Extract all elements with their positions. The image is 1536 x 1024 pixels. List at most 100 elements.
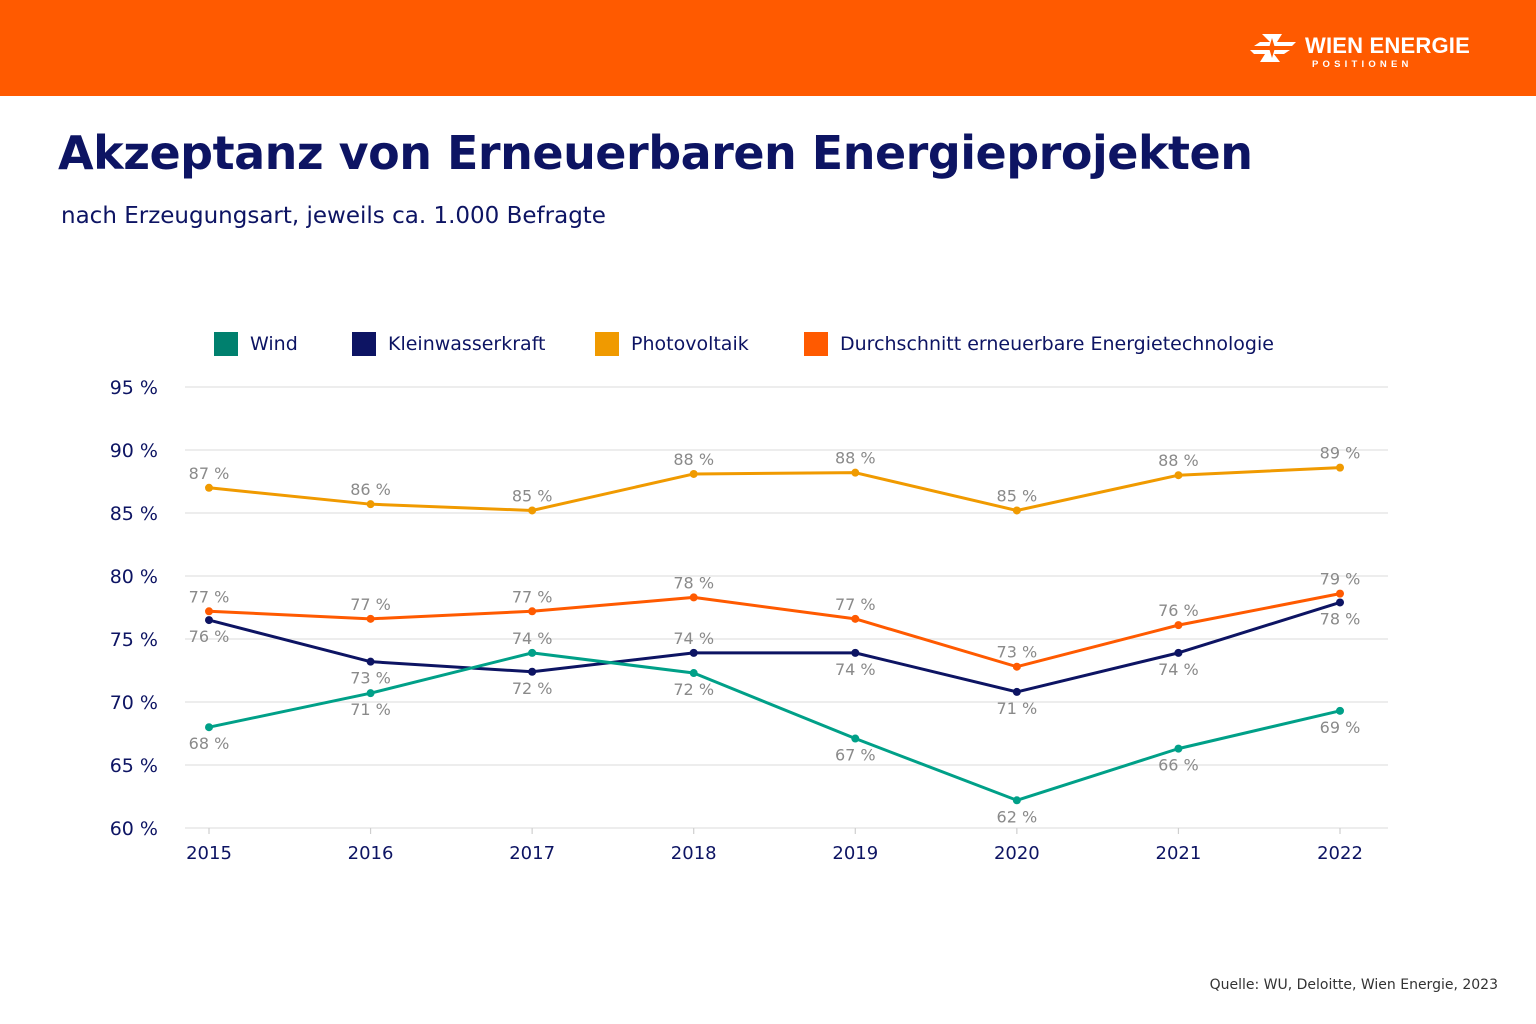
legend-swatch-wind	[214, 332, 238, 356]
data-point-kleinwasserkraft	[366, 657, 375, 666]
data-label-durchschnitt: 77 %	[350, 595, 391, 614]
data-label-wind: 71 %	[350, 700, 391, 719]
data-label-durchschnitt: 79 %	[1320, 570, 1361, 589]
x-tick-label: 2015	[186, 843, 232, 864]
page-title: Akzeptanz von Erneuerbaren Energieprojek…	[58, 126, 1253, 180]
data-label-wind: 67 %	[835, 746, 876, 765]
wien-energie-logo-icon	[1250, 34, 1296, 62]
x-tick-label: 2019	[832, 843, 878, 864]
data-point-kleinwasserkraft	[528, 667, 537, 676]
data-point-photovoltaik	[1012, 506, 1021, 515]
series-line-kleinwasserkraft	[208, 601, 1341, 694]
data-point-photovoltaik	[1174, 471, 1183, 480]
x-tick-label: 2020	[994, 843, 1040, 864]
data-label-photovoltaik: 89 %	[1320, 444, 1361, 463]
x-tick-label: 2018	[671, 843, 717, 864]
y-tick-label: 60 %	[110, 818, 158, 840]
data-point-durchschnitt	[1174, 621, 1183, 630]
data-label-wind: 62 %	[997, 807, 1038, 826]
legend-label: Photovoltaik	[631, 333, 749, 355]
data-label-durchschnitt: 78 %	[673, 573, 714, 592]
y-tick-label: 65 %	[110, 755, 158, 777]
y-tick-label: 90 %	[110, 440, 158, 462]
data-point-photovoltaik	[689, 469, 698, 478]
data-label-durchschnitt: 76 %	[1158, 601, 1199, 620]
data-label-kleinwasserkraft: 74 %	[835, 660, 876, 679]
legend-swatch-kleinwasserkraft	[352, 332, 376, 356]
data-label-wind: 68 %	[189, 734, 230, 753]
data-label-wind: 72 %	[673, 680, 714, 699]
data-point-durchschnitt	[366, 614, 375, 623]
x-tick-label: 2022	[1317, 843, 1363, 864]
data-point-wind	[851, 734, 860, 743]
data-point-wind	[528, 648, 537, 657]
y-tick-label: 75 %	[110, 629, 158, 651]
legend-swatch-photovoltaik	[595, 332, 619, 356]
y-tick-label: 80 %	[110, 566, 158, 588]
data-point-kleinwasserkraft	[1174, 648, 1183, 657]
data-point-photovoltaik	[851, 468, 860, 477]
data-point-kleinwasserkraft	[1012, 687, 1021, 696]
data-label-wind: 74 %	[512, 629, 553, 648]
wien-energie-logo: WIEN ENERGIE POSITIONEN	[1248, 30, 1488, 74]
series-line-photovoltaik	[208, 466, 1341, 512]
data-label-kleinwasserkraft: 71 %	[997, 699, 1038, 718]
data-label-wind: 69 %	[1320, 718, 1361, 737]
data-label-kleinwasserkraft: 74 %	[673, 629, 714, 648]
y-tick-label: 95 %	[110, 377, 158, 399]
data-label-kleinwasserkraft: 72 %	[512, 679, 553, 698]
data-label-photovoltaik: 88 %	[673, 450, 714, 469]
data-point-durchschnitt	[528, 607, 537, 616]
data-point-durchschnitt	[689, 593, 698, 602]
data-point-photovoltaik	[366, 500, 375, 509]
data-label-wind: 66 %	[1158, 756, 1199, 775]
data-point-wind	[1012, 796, 1021, 805]
data-label-photovoltaik: 85 %	[997, 486, 1038, 505]
data-point-kleinwasserkraft	[689, 648, 698, 657]
data-point-kleinwasserkraft	[851, 648, 860, 657]
data-point-wind	[366, 689, 375, 698]
legend-label: Kleinwasserkraft	[388, 333, 546, 355]
data-label-durchschnitt: 77 %	[512, 587, 553, 606]
data-label-photovoltaik: 85 %	[512, 486, 553, 505]
brand-name: WIEN ENERGIE	[1305, 33, 1470, 58]
legend-swatch-durchschnitt	[804, 332, 828, 356]
data-point-photovoltaik	[205, 483, 213, 492]
data-point-wind	[1336, 706, 1344, 715]
page-subtitle: nach Erzeugungsart, jeweils ca. 1.000 Be…	[61, 203, 606, 229]
data-label-durchschnitt: 77 %	[835, 595, 876, 614]
data-point-kleinwasserkraft	[205, 616, 213, 625]
data-label-kleinwasserkraft: 74 %	[1158, 660, 1199, 679]
data-label-photovoltaik: 88 %	[835, 449, 876, 468]
data-point-wind	[689, 669, 698, 678]
data-point-photovoltaik	[528, 506, 537, 515]
series-line-durchschnitt	[208, 592, 1341, 669]
data-point-durchschnitt	[205, 607, 213, 616]
data-point-wind	[1174, 744, 1183, 753]
data-label-kleinwasserkraft: 78 %	[1320, 609, 1361, 628]
legend-item-photovoltaik: Photovoltaik	[595, 332, 749, 356]
data-label-photovoltaik: 87 %	[189, 464, 230, 483]
data-point-wind	[205, 723, 213, 732]
series-line-wind	[208, 651, 1341, 802]
data-label-durchschnitt: 73 %	[997, 643, 1038, 662]
data-label-durchschnitt: 77 %	[189, 587, 230, 606]
data-label-photovoltaik: 88 %	[1158, 451, 1199, 470]
brand-subtitle: POSITIONEN	[1312, 59, 1413, 70]
data-label-kleinwasserkraft: 76 %	[189, 627, 230, 646]
data-point-durchschnitt	[1336, 589, 1344, 598]
x-tick-label: 2021	[1156, 843, 1202, 864]
legend-item-kleinwasserkraft: Kleinwasserkraft	[352, 332, 546, 356]
legend-item-durchschnitt: Durchschnitt erneuerbare Energietechnolo…	[804, 332, 1274, 356]
y-tick-label: 85 %	[110, 503, 158, 525]
legend-label: Wind	[250, 333, 298, 355]
legend-item-wind: Wind	[214, 332, 298, 356]
x-tick-label: 2017	[509, 843, 555, 864]
legend-label: Durchschnitt erneuerbare Energietechnolo…	[840, 333, 1274, 355]
data-label-kleinwasserkraft: 73 %	[350, 669, 391, 688]
data-point-kleinwasserkraft	[1336, 598, 1344, 607]
data-point-durchschnitt	[1012, 662, 1021, 671]
data-label-photovoltaik: 86 %	[350, 480, 391, 499]
data-point-durchschnitt	[851, 614, 860, 623]
